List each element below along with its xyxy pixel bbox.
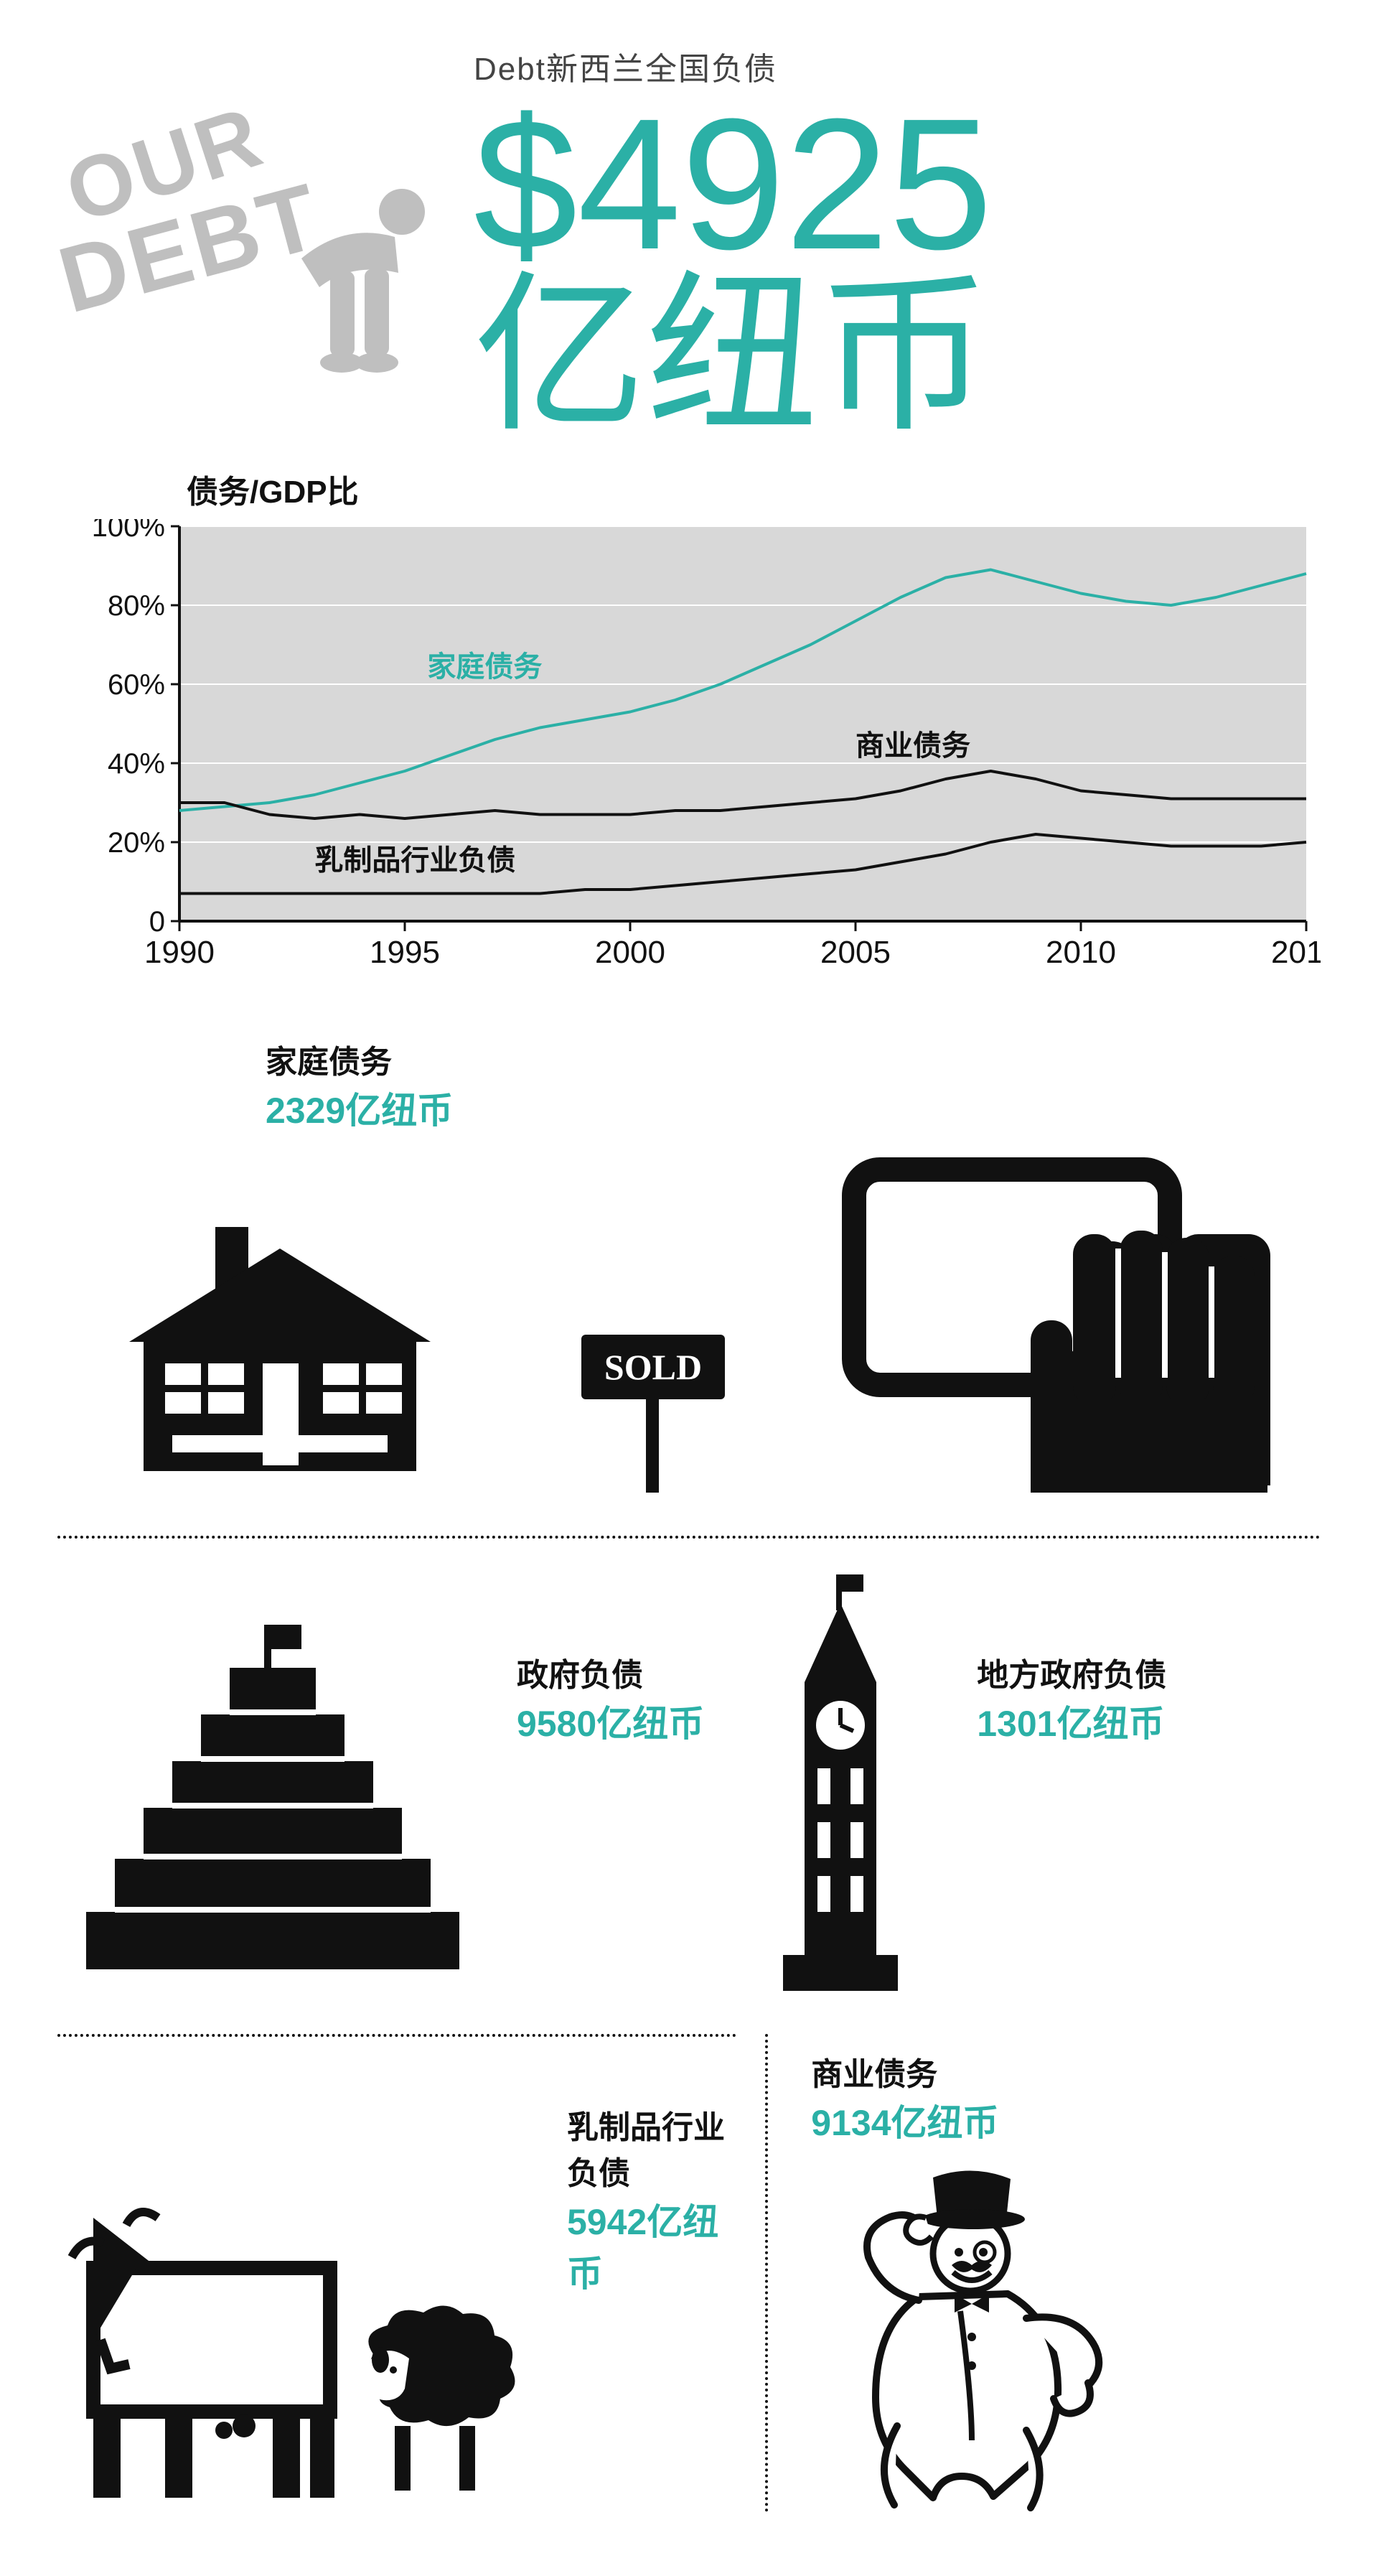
svg-text:40%: 40% — [108, 748, 165, 780]
svg-text:2010: 2010 — [1046, 935, 1116, 970]
svg-text:乳制品行业负债: 乳制品行业负债 — [314, 845, 515, 877]
business-value: 9134亿纽币 — [811, 2094, 1321, 2146]
svg-text:100%: 100% — [92, 519, 165, 543]
clock-tower-icon — [761, 1574, 919, 1991]
govt-value: 9580亿纽币 — [517, 1695, 704, 1747]
hero-big-number: $4925 — [474, 96, 1321, 274]
svg-text:SOLD: SOLD — [604, 1347, 702, 1387]
cow-sheep-icon — [57, 2182, 531, 2512]
dairy-value: 5942亿纽币 — [567, 2193, 736, 2297]
debt-gdp-chart: 债务/GDP比 0 20% 40% 60% 80% 100% 1990 1995 2000 200… — [57, 466, 1321, 979]
svg-text:1990: 1990 — [144, 935, 215, 970]
section-household: 家庭债务 2329亿纽币 — [57, 1007, 1321, 1536]
svg-text:60%: 60% — [108, 669, 165, 701]
house-icon — [86, 1205, 474, 1493]
local-govt-value: 1301亿纽币 — [977, 1695, 1166, 1747]
hero-logo: OUR DEBT — [57, 43, 431, 388]
local-govt-label: 地方政府负债 — [977, 1649, 1166, 1695]
section-government: 政府负债 9580亿纽币 — [57, 1536, 1321, 2034]
monopoly-man-icon — [811, 2167, 1321, 2512]
household-label: 家庭债务 — [266, 1036, 453, 1082]
line-chart-svg: 0 20% 40% 60% 80% 100% 1990 1995 2000 2005 2010 201… — [57, 519, 1321, 979]
svg-text:2005: 2005 — [820, 935, 891, 970]
svg-text:0: 0 — [149, 906, 165, 938]
svg-text:家庭债务: 家庭债务 — [427, 651, 542, 683]
svg-text:商业债务: 商业债务 — [856, 730, 970, 762]
bent-figure-icon — [280, 179, 467, 381]
svg-text:1995: 1995 — [370, 935, 440, 970]
govt-label: 政府负债 — [517, 1649, 704, 1695]
chart-title: 债务/GDP比 — [187, 466, 1321, 512]
hero-big-unit: 亿纽币 — [474, 274, 1321, 437]
hero: OUR DEBT Debt新西兰全国负债 $4925 亿纽币 — [57, 43, 1321, 437]
business-label: 商业债务 — [811, 2048, 1321, 2094]
svg-text:20%: 20% — [108, 827, 165, 859]
beehive-icon — [86, 1618, 459, 1991]
dairy-label: 乳制品行业负债 — [567, 2101, 736, 2193]
svg-text:2000: 2000 — [595, 935, 665, 970]
section-dairy-business: 乳制品行业负债 5942亿纽币 商业债务 9134亿纽币 — [57, 2034, 1321, 2512]
household-value: 2329亿纽币 — [266, 1082, 453, 1134]
svg-text:2015: 2015 — [1271, 935, 1321, 970]
credit-card-hand-icon — [833, 1148, 1292, 1493]
svg-text:80%: 80% — [108, 590, 165, 622]
sold-sign-icon: SOLD — [574, 1292, 732, 1493]
